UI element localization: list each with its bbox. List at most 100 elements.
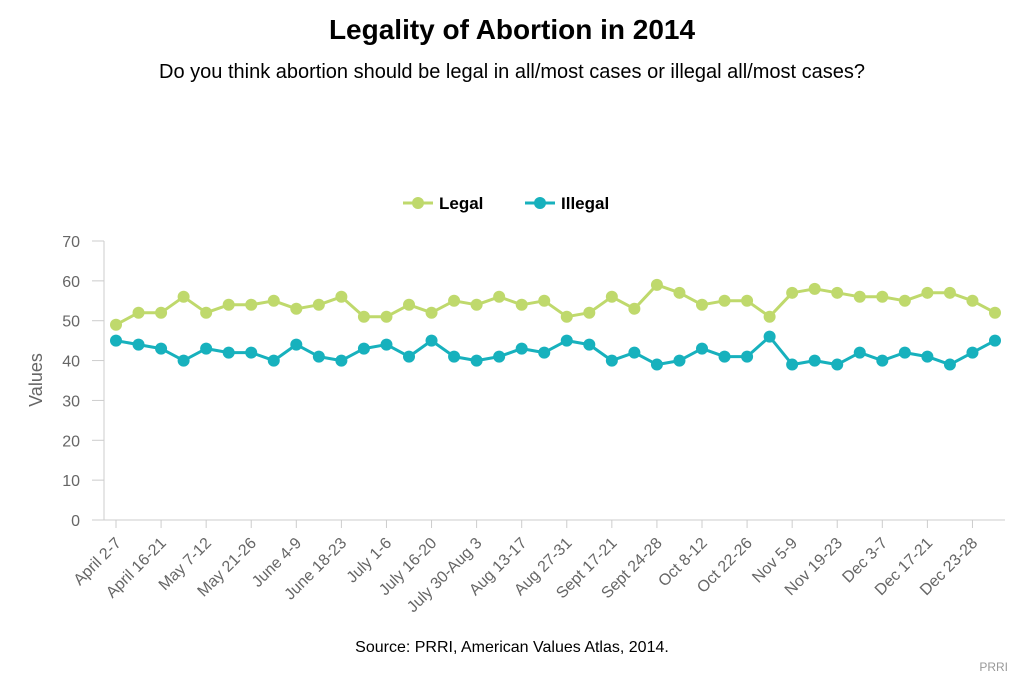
data-point-illegal[interactable] [470, 354, 483, 367]
data-point-illegal[interactable] [741, 350, 754, 363]
data-point-illegal[interactable] [628, 346, 641, 359]
y-tick-label: 70 [62, 234, 80, 251]
data-point-illegal[interactable] [538, 346, 551, 359]
legend-marker-illegal[interactable] [534, 197, 546, 209]
data-point-legal[interactable] [898, 294, 911, 307]
data-point-legal[interactable] [538, 294, 551, 307]
legend-label-legal[interactable]: Legal [439, 194, 483, 213]
data-point-illegal[interactable] [267, 354, 280, 367]
data-point-illegal[interactable] [966, 346, 979, 359]
data-point-illegal[interactable] [155, 342, 168, 355]
legend-marker-legal[interactable] [412, 197, 424, 209]
data-point-legal[interactable] [628, 302, 641, 315]
data-point-legal[interactable] [177, 290, 190, 303]
data-point-illegal[interactable] [380, 338, 393, 351]
data-point-legal[interactable] [245, 298, 258, 311]
legend-label-illegal[interactable]: Illegal [561, 194, 609, 213]
y-tick-label: 30 [62, 393, 80, 410]
data-point-legal[interactable] [425, 306, 438, 319]
credit-label: PRRI [979, 660, 1008, 674]
data-point-illegal[interactable] [583, 338, 596, 351]
data-point-legal[interactable] [921, 286, 934, 299]
y-axis-title: Values [26, 353, 46, 407]
data-point-legal[interactable] [560, 310, 573, 323]
data-point-illegal[interactable] [403, 350, 415, 363]
y-tick-label: 40 [62, 354, 80, 371]
data-point-legal[interactable] [448, 294, 461, 307]
data-point-legal[interactable] [155, 306, 168, 319]
data-point-illegal[interactable] [425, 334, 438, 347]
source-note: Source: PRRI, American Values Atlas, 201… [355, 639, 669, 656]
data-point-illegal[interactable] [763, 330, 776, 343]
data-point-legal[interactable] [380, 310, 393, 323]
data-point-legal[interactable] [312, 298, 325, 311]
chart-title: Legality of Abortion in 2014 [328, 14, 696, 45]
data-point-legal[interactable] [515, 298, 528, 311]
data-point-illegal[interactable] [605, 354, 618, 367]
data-point-illegal[interactable] [898, 346, 911, 359]
data-point-legal[interactable] [357, 310, 370, 323]
data-point-legal[interactable] [132, 306, 145, 319]
data-point-legal[interactable] [200, 306, 213, 319]
y-tick-label: 60 [62, 274, 80, 291]
data-point-legal[interactable] [403, 298, 415, 311]
data-point-legal[interactable] [335, 290, 348, 303]
data-point-legal[interactable] [718, 294, 731, 307]
data-point-legal[interactable] [222, 298, 235, 311]
data-point-illegal[interactable] [200, 342, 213, 355]
data-point-illegal[interactable] [853, 346, 866, 359]
data-point-illegal[interactable] [357, 342, 370, 355]
y-tick-label: 50 [62, 314, 80, 331]
data-point-illegal[interactable] [876, 354, 889, 367]
data-point-legal[interactable] [470, 298, 483, 311]
data-point-legal[interactable] [741, 294, 754, 307]
data-point-legal[interactable] [583, 306, 596, 319]
data-point-illegal[interactable] [110, 334, 122, 347]
series-line-legal [115, 283, 996, 327]
data-point-illegal[interactable] [673, 354, 686, 367]
data-point-illegal[interactable] [335, 354, 348, 367]
data-point-illegal[interactable] [493, 350, 506, 363]
data-point-legal[interactable] [605, 290, 618, 303]
data-point-illegal[interactable] [989, 334, 1001, 347]
data-point-illegal[interactable] [786, 358, 799, 371]
data-point-legal[interactable] [831, 286, 844, 299]
data-point-legal[interactable] [267, 294, 280, 307]
series-line-illegal [115, 335, 996, 367]
data-point-legal[interactable] [110, 318, 122, 331]
y-tick-label: 20 [62, 433, 80, 450]
data-point-illegal[interactable] [808, 354, 821, 367]
data-point-legal[interactable] [493, 290, 506, 303]
data-point-illegal[interactable] [560, 334, 573, 347]
data-point-legal[interactable] [696, 298, 708, 311]
data-point-legal[interactable] [989, 306, 1001, 319]
data-point-illegal[interactable] [718, 350, 731, 363]
data-point-illegal[interactable] [515, 342, 528, 355]
data-point-illegal[interactable] [448, 350, 461, 363]
data-point-legal[interactable] [786, 286, 799, 299]
data-point-legal[interactable] [650, 278, 663, 291]
data-point-legal[interactable] [673, 286, 686, 299]
data-point-illegal[interactable] [177, 354, 190, 367]
data-point-illegal[interactable] [696, 342, 708, 355]
data-point-illegal[interactable] [312, 350, 325, 363]
y-tick-label: 0 [71, 513, 80, 530]
data-point-legal[interactable] [808, 282, 821, 295]
data-point-legal[interactable] [943, 286, 956, 299]
data-point-illegal[interactable] [921, 350, 934, 363]
data-point-legal[interactable] [290, 302, 303, 315]
data-point-illegal[interactable] [650, 358, 663, 371]
data-point-illegal[interactable] [831, 358, 844, 371]
data-point-illegal[interactable] [222, 346, 235, 359]
data-point-illegal[interactable] [245, 346, 258, 359]
data-point-legal[interactable] [966, 294, 979, 307]
data-point-illegal[interactable] [290, 338, 303, 351]
data-point-legal[interactable] [853, 290, 866, 303]
y-tick-label: 10 [62, 473, 80, 490]
data-point-illegal[interactable] [132, 338, 145, 351]
chart-subtitle: Do you think abortion should be legal in… [159, 61, 865, 83]
data-point-legal[interactable] [876, 290, 889, 303]
data-point-illegal[interactable] [943, 358, 956, 371]
data-point-legal[interactable] [763, 310, 776, 323]
